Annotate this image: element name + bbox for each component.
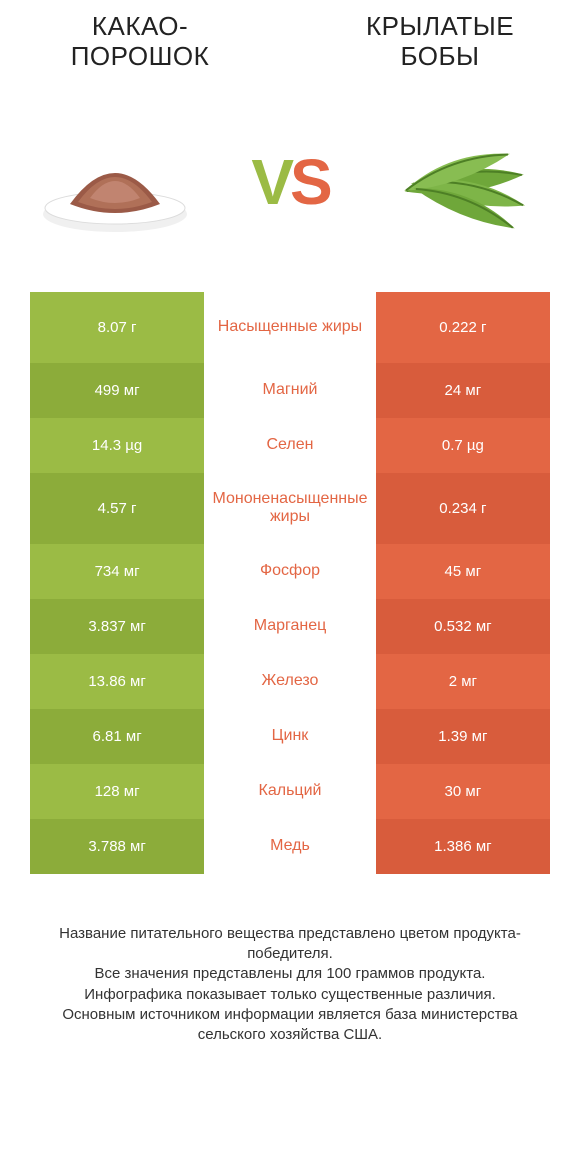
nutrient-label: Цинк <box>204 709 376 764</box>
right-value: 2 мг <box>376 654 550 709</box>
left-value: 734 мг <box>30 544 204 599</box>
right-value: 24 мг <box>376 363 550 418</box>
table-row: 13.86 мгЖелезо2 мг <box>30 654 550 709</box>
table-row: 3.788 мгМедь1.386 мг <box>30 819 550 874</box>
vs-s: S <box>290 150 329 214</box>
right-value: 0.222 г <box>376 292 550 363</box>
left-value: 4.57 г <box>30 473 204 544</box>
table-row: 734 мгФосфор45 мг <box>30 544 550 599</box>
vs-label: VS <box>251 150 328 214</box>
right-value: 30 мг <box>376 764 550 819</box>
table-row: 8.07 гНасыщенные жиры0.222 г <box>30 292 550 363</box>
nutrient-label: Медь <box>204 819 376 874</box>
nutrient-label: Магний <box>204 363 376 418</box>
table-row: 499 мгМагний24 мг <box>30 363 550 418</box>
left-value: 13.86 мг <box>30 654 204 709</box>
right-value: 0.234 г <box>376 473 550 544</box>
left-value: 14.3 µg <box>30 418 204 473</box>
right-value: 1.39 мг <box>376 709 550 764</box>
nutrient-label: Кальций <box>204 764 376 819</box>
right-value: 0.7 µg <box>376 418 550 473</box>
infographic-root: КАКАО-ПОРОШОК КРЫЛАТЫЕ БОБЫ VS <box>0 0 580 1174</box>
table-row: 4.57 гМононенасыщенные жиры0.234 г <box>30 473 550 544</box>
nutrient-label: Мононенасыщенные жиры <box>204 473 376 544</box>
table-row: 128 мгКальций30 мг <box>30 764 550 819</box>
footer-line: Основным источником информации является … <box>30 1005 550 1046</box>
right-value: 45 мг <box>376 544 550 599</box>
left-value: 499 мг <box>30 363 204 418</box>
nutrient-label: Железо <box>204 654 376 709</box>
nutrient-label: Селен <box>204 418 376 473</box>
nutrient-label: Насыщенные жиры <box>204 292 376 363</box>
left-value: 3.837 мг <box>30 599 204 654</box>
table-row: 14.3 µgСелен0.7 µg <box>30 418 550 473</box>
left-value: 3.788 мг <box>30 819 204 874</box>
footer-notes: Название питательного вещества представл… <box>30 924 550 1046</box>
titles-row: КАКАО-ПОРОШОК КРЫЛАТЫЕ БОБЫ <box>0 0 580 72</box>
vs-v: V <box>251 150 290 214</box>
cocoa-powder-image <box>30 112 200 252</box>
table-row: 3.837 мгМарганец0.532 мг <box>30 599 550 654</box>
right-value: 1.386 мг <box>376 819 550 874</box>
footer-line: Все значения представлены для 100 граммо… <box>30 964 550 984</box>
footer-line: Инфографика показывает только существенн… <box>30 985 550 1005</box>
nutrient-label: Марганец <box>204 599 376 654</box>
hero-row: VS <box>0 82 580 282</box>
winged-beans-image <box>380 112 550 252</box>
footer-line: Название питательного вещества представл… <box>30 924 550 965</box>
left-value: 6.81 мг <box>30 709 204 764</box>
table-row: 6.81 мгЦинк1.39 мг <box>30 709 550 764</box>
nutrient-label: Фосфор <box>204 544 376 599</box>
right-value: 0.532 мг <box>376 599 550 654</box>
left-value: 128 мг <box>30 764 204 819</box>
left-value: 8.07 г <box>30 292 204 363</box>
left-title: КАКАО-ПОРОШОК <box>30 12 250 72</box>
comparison-table: 8.07 гНасыщенные жиры0.222 г499 мгМагний… <box>30 292 550 874</box>
right-title: КРЫЛАТЫЕ БОБЫ <box>330 12 550 72</box>
